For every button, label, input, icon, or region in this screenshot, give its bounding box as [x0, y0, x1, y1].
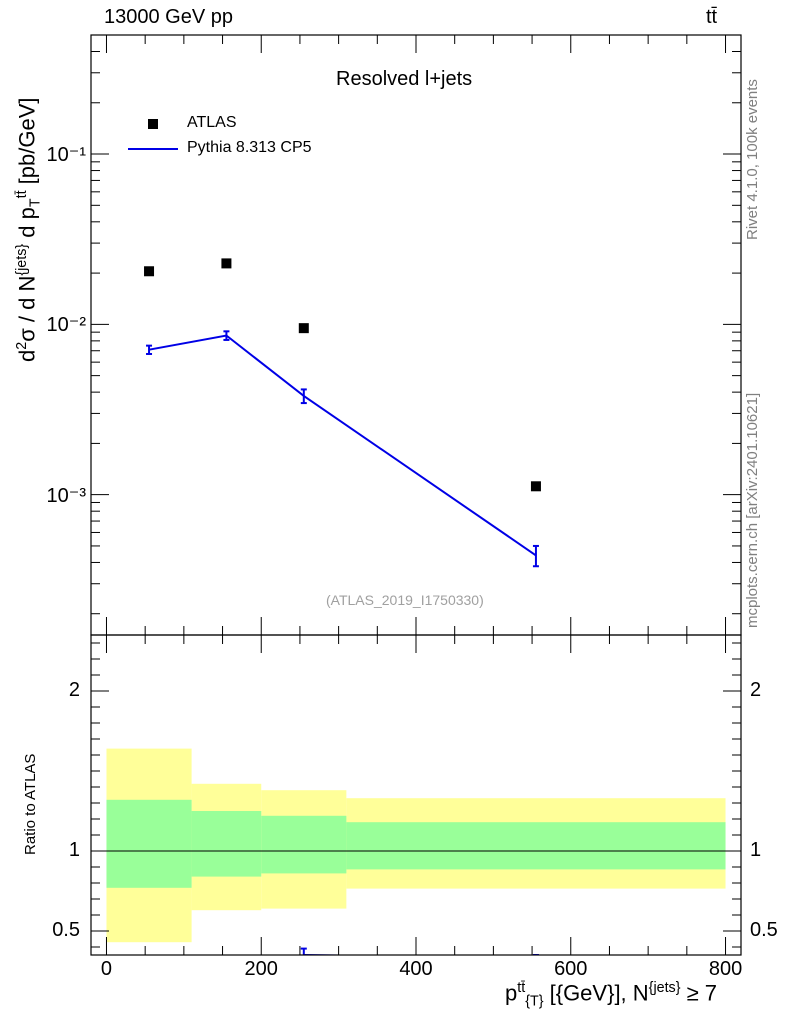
ratio-band-inner-bin-1 [191, 811, 262, 877]
ratio-ytick-label-left: 0.5 [52, 919, 80, 941]
x-axis-label: ptt̄{T} [{GeV}], N{jets} ≥ 7 [505, 980, 718, 1010]
ratio-band-inner-bin-2 [261, 815, 347, 874]
main-ytick-label: 10⁻³ [46, 484, 86, 507]
atlas-point-2 [298, 323, 309, 334]
xtick-label: 200 [244, 958, 278, 980]
axis-ticks [91, 34, 741, 955]
generator-info: Rivet 4.1.0, 100k events [744, 79, 761, 240]
xtick-label: 600 [554, 958, 588, 980]
main-ytick-label: 10⁻¹ [46, 144, 86, 167]
atlas-point-1 [221, 258, 232, 269]
main-y-axis-label: d2σ / d N{jets} d pTtt̄ [pb/GeV] [14, 97, 44, 362]
xtick-label: 400 [399, 958, 433, 980]
source-info: mcplots.cern.ch [arXiv:2401.10621] [744, 392, 761, 628]
ratio-ytick-label-left: 2 [68, 679, 80, 701]
ratio-ytick-label-right: 2 [750, 679, 762, 701]
xtick-label: 0 [100, 958, 113, 980]
atlas-point-0 [144, 266, 155, 277]
atlas-point-3 [530, 481, 541, 492]
analysis-id: (ATLAS_2019_I1750330) [326, 592, 484, 608]
chart-title: Resolved l+jets [336, 68, 473, 90]
ratio-ytick-label-left: 1 [68, 839, 80, 861]
legend-marker-atlas [148, 119, 158, 129]
legend-label-atlas: ATLAS [187, 114, 237, 131]
ratio-ytick-label-right: 1 [750, 839, 762, 861]
main-series [144, 258, 541, 568]
ratio-band-inner-bin-3 [346, 822, 726, 870]
ratio-uncertainty-bands [91, 748, 741, 943]
process-label: tt̄ [706, 6, 718, 28]
ratio-ytick-label-right: 0.5 [750, 919, 778, 941]
main-ytick-label: 10⁻² [46, 314, 86, 337]
xtick-label: 800 [708, 958, 743, 980]
legend [128, 119, 178, 150]
ratio-band-inner-bin-0 [106, 799, 192, 888]
ratio-y-axis-label: Ratio to ATLAS [22, 753, 39, 855]
pythia-line [148, 334, 537, 557]
energy-label: 13000 GeV pp [104, 6, 233, 28]
ratio-series [300, 947, 539, 955]
legend-label-pythia: Pythia 8.313 CP5 [187, 139, 312, 156]
